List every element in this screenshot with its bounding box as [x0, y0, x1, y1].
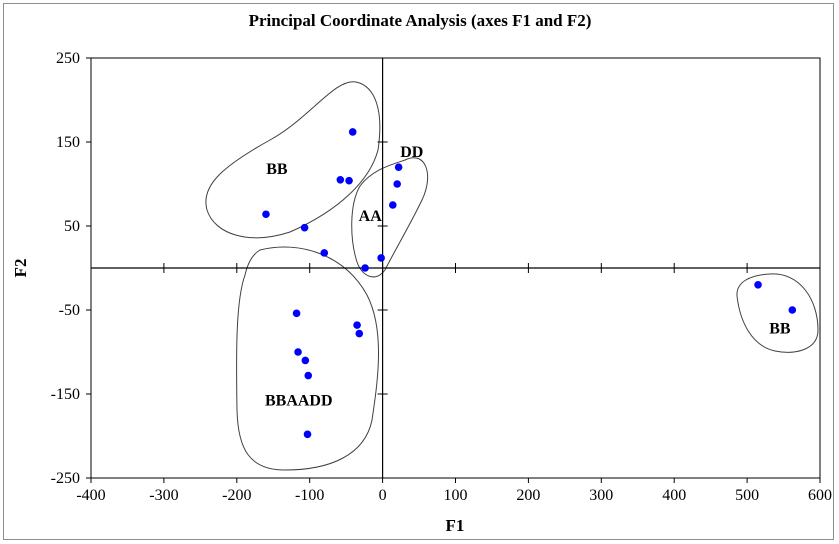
x-tick-label: 300 [589, 487, 613, 504]
data-point [361, 264, 369, 272]
x-tick-label: 100 [444, 487, 468, 504]
data-point [301, 356, 310, 365]
x-tick-label: 400 [662, 487, 686, 504]
data-point [377, 254, 385, 262]
data-point [320, 249, 329, 257]
group-label: AA [359, 208, 383, 225]
data-point [393, 180, 401, 188]
group-outlines [205, 81, 819, 471]
x-tick-label: -200 [222, 487, 251, 504]
group-label: DD [400, 144, 423, 161]
x-tick-label: -100 [295, 487, 324, 504]
chart-frame [3, 3, 834, 540]
group-label: BB [266, 161, 288, 178]
x-tick-label: 0 [379, 487, 387, 504]
data-point [389, 201, 397, 209]
x-tick-label: 600 [808, 487, 832, 504]
x-tick-label: -300 [149, 487, 178, 504]
data-point [394, 163, 403, 171]
data-point [304, 371, 313, 380]
data-point [353, 321, 361, 329]
y-tick-label: 250 [56, 50, 80, 67]
y-tick-label: 150 [56, 134, 80, 151]
data-point [345, 176, 353, 185]
group-outline-right [736, 273, 819, 353]
group-label: BB [769, 320, 791, 337]
x-axis-title: F1 [446, 516, 465, 535]
group-outline-lower-left [236, 246, 379, 471]
chart-title: Principal Coordinate Analysis (axes F1 a… [249, 11, 592, 30]
y-tick-label: -250 [51, 470, 80, 487]
axes-layer: -400 -300 -200 -100 0 100 200 300 400 500 600 -250 -… [51, 50, 832, 504]
y-tick-label: -150 [51, 386, 80, 403]
x-tick-label: 200 [516, 487, 540, 504]
data-point [336, 176, 345, 184]
data-point [303, 430, 312, 439]
y-axis-title: F2 [11, 259, 30, 278]
group-outline-upper-left [205, 81, 381, 239]
data-point [262, 210, 270, 219]
data-point [300, 223, 309, 232]
x-tick-label: -400 [76, 487, 105, 504]
annotations-layer: BB DD AA BBAADD BB [265, 144, 791, 410]
data-point [294, 348, 302, 356]
data-point [348, 128, 357, 136]
data-point [788, 306, 797, 314]
group-outline-upper-middle [351, 157, 429, 278]
y-tick-label: 50 [64, 218, 80, 235]
points-layer [262, 128, 797, 439]
x-tick-label: 500 [735, 487, 759, 504]
y-tick-label: -50 [59, 302, 80, 319]
data-point [754, 281, 762, 289]
data-point [292, 309, 301, 318]
group-label: BBAADD [265, 393, 333, 410]
data-point [355, 329, 364, 338]
